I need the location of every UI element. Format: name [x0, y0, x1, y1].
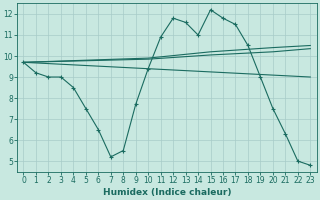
X-axis label: Humidex (Indice chaleur): Humidex (Indice chaleur)	[103, 188, 231, 197]
